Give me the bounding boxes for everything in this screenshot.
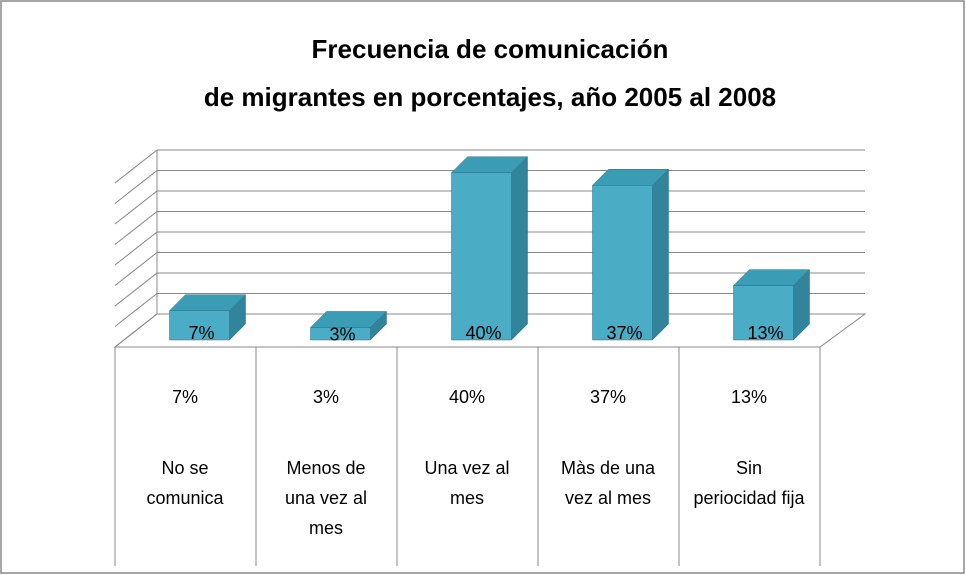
table-value: 3% — [312, 387, 339, 407]
grid-line — [114, 272, 158, 307]
data-label: 37% — [606, 323, 642, 343]
grid-line — [114, 231, 158, 266]
bar-front — [310, 327, 371, 341]
chart-title: Frecuencia de comunicación — [312, 34, 669, 64]
chart-title: de migrantes en porcentajes, año 2005 al… — [204, 82, 776, 112]
bar-front — [592, 185, 653, 341]
bar — [309, 310, 388, 341]
table-category: Una vez al mes — [424, 458, 510, 508]
table-category: No se comunica — [146, 458, 224, 508]
grid-line — [114, 149, 158, 184]
table-value: 37% — [589, 387, 627, 407]
grid-line — [114, 293, 158, 327]
table-value: 13% — [730, 387, 768, 407]
bar — [450, 156, 529, 341]
grid-line — [114, 190, 158, 225]
bar-side — [652, 168, 669, 341]
bar-front — [451, 172, 512, 341]
grid-line — [114, 170, 158, 204]
grid-line — [114, 313, 158, 348]
table-category: Menos de una vez al mes — [284, 458, 368, 538]
grid-line — [114, 252, 158, 286]
data-label: 7% — [188, 323, 214, 343]
table-value: 7% — [171, 387, 198, 407]
grid-line — [114, 211, 158, 245]
bar-side — [511, 156, 528, 341]
bar-front — [733, 285, 794, 341]
bar — [591, 168, 670, 341]
bar — [732, 269, 811, 341]
data-label: 3% — [329, 325, 355, 345]
data-label: 40% — [465, 323, 501, 343]
table-category: Màs de una vez al mes — [560, 458, 656, 508]
table-value: 40% — [448, 387, 486, 407]
bar — [168, 294, 247, 341]
data-label: 13% — [747, 323, 783, 343]
table-category: Sin periocidad fija — [693, 458, 805, 508]
bar-front — [169, 310, 230, 341]
